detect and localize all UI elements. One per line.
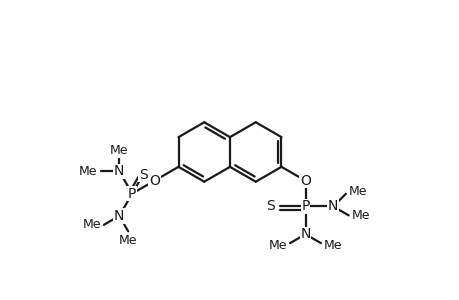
Text: Me: Me	[348, 185, 367, 198]
Text: Me: Me	[351, 209, 369, 222]
Text: P: P	[301, 200, 309, 214]
Text: N: N	[114, 164, 124, 178]
Text: O: O	[149, 174, 160, 188]
Text: N: N	[327, 200, 338, 214]
Text: N: N	[114, 209, 124, 223]
Text: P: P	[128, 187, 136, 201]
Text: N: N	[300, 227, 310, 241]
Text: Me: Me	[82, 218, 101, 231]
Text: S: S	[139, 168, 147, 182]
Text: Me: Me	[323, 238, 341, 252]
Text: O: O	[299, 174, 310, 188]
Text: Me: Me	[119, 234, 137, 247]
Text: S: S	[265, 200, 274, 214]
Text: Me: Me	[268, 238, 286, 252]
Text: Me: Me	[79, 165, 97, 178]
Text: Me: Me	[110, 144, 128, 157]
